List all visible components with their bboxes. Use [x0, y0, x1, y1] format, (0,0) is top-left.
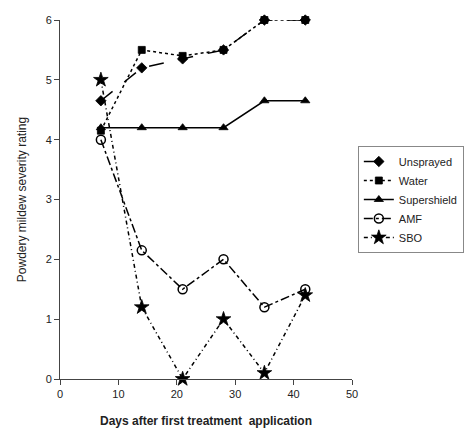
svg-text:Supershield: Supershield [399, 194, 457, 206]
svg-text:20: 20 [171, 388, 183, 400]
svg-text:10: 10 [112, 388, 124, 400]
svg-text:AMF: AMF [399, 213, 423, 225]
svg-text:0: 0 [57, 388, 63, 400]
svg-text:Water: Water [399, 175, 428, 187]
svg-text:Unsprayed: Unsprayed [399, 156, 452, 168]
svg-text:4: 4 [46, 134, 52, 146]
svg-text:Powdery mildew severity rating: Powdery mildew severity rating [15, 117, 29, 282]
svg-text:3: 3 [46, 193, 52, 205]
svg-text:0: 0 [46, 373, 52, 385]
svg-text:SBO: SBO [399, 232, 423, 244]
svg-text:50: 50 [346, 388, 358, 400]
svg-text:2: 2 [46, 253, 52, 265]
svg-text:Days after first treatment ap: Days after first treatment application [100, 414, 312, 428]
svg-text:1: 1 [46, 313, 52, 325]
svg-text:30: 30 [229, 388, 241, 400]
svg-text:6: 6 [46, 14, 52, 26]
svg-text:5: 5 [46, 74, 52, 86]
svg-text:40: 40 [287, 388, 299, 400]
